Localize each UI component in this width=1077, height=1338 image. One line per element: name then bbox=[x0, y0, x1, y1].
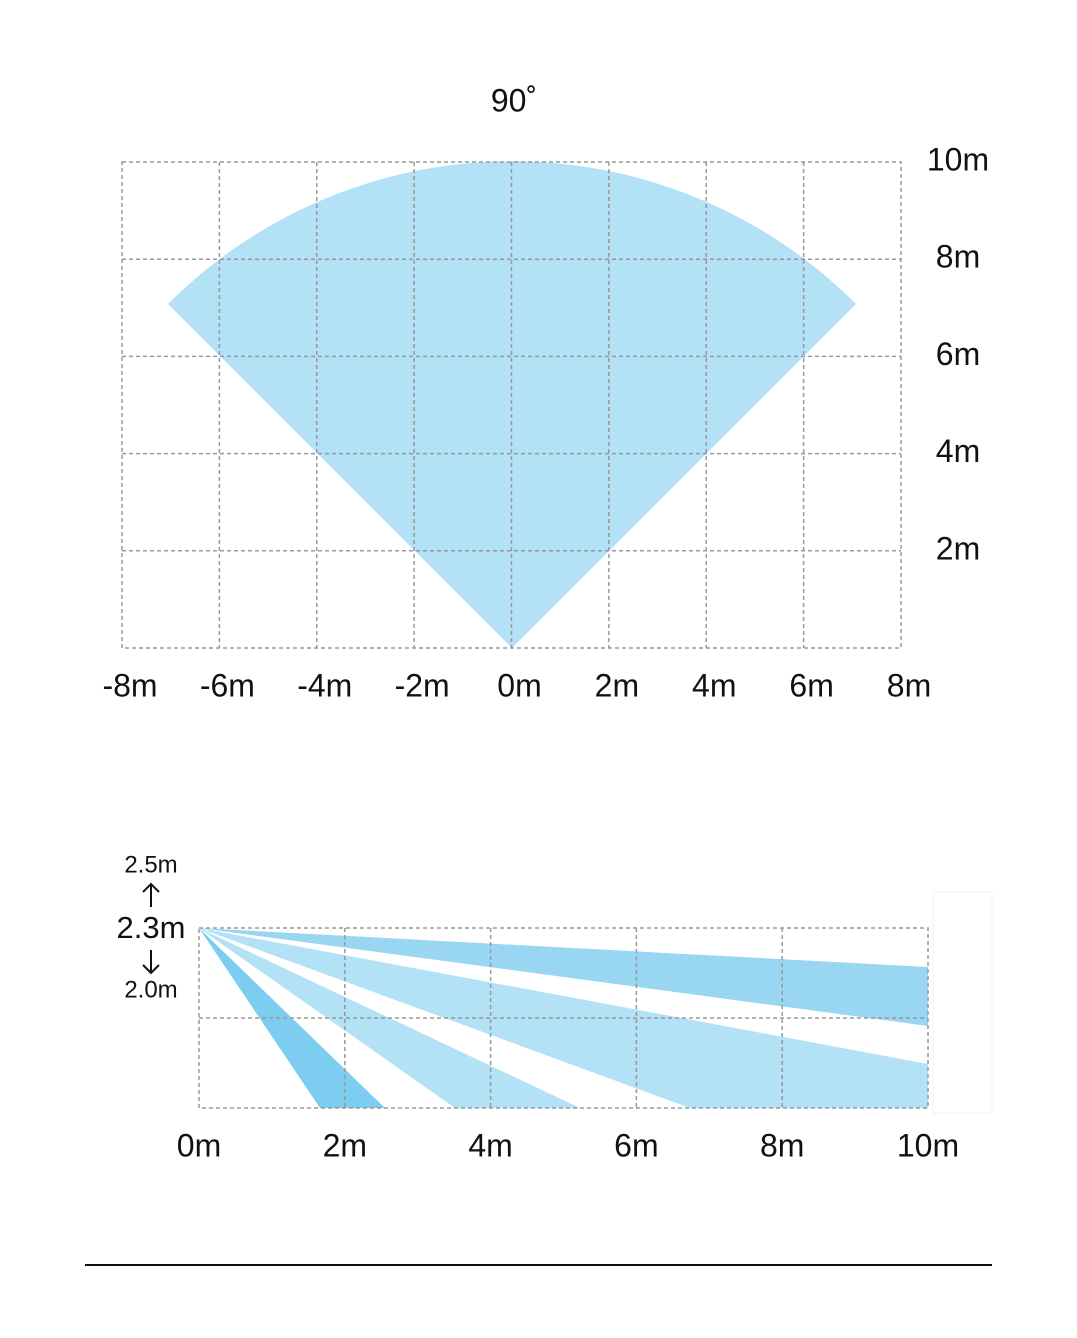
x-label: -4m bbox=[297, 667, 352, 703]
x-label: 4m bbox=[692, 667, 736, 703]
x-label: 4m bbox=[468, 1127, 512, 1163]
beam bbox=[199, 928, 928, 1026]
x-label: -6m bbox=[200, 667, 255, 703]
grid bbox=[121, 161, 902, 649]
arrow-up bbox=[142, 882, 160, 907]
x-label: 6m bbox=[789, 667, 833, 703]
x-label: -8m bbox=[102, 667, 157, 703]
x-label: 10m bbox=[897, 1127, 959, 1163]
coverage-sector bbox=[168, 161, 856, 648]
side-view: 2.5m 2.3m 2.0m 0m 2m 4m 6m 8m 10m bbox=[117, 851, 993, 1163]
y-label: 2m bbox=[936, 530, 980, 566]
height-default: 2.3m bbox=[117, 910, 186, 945]
top-view: 90˚ -8m -6m -4m -2m 0m 2m 4m 6m 8m 10m 8m 6m 4m 2m bbox=[102, 82, 989, 703]
y-label: 4m bbox=[936, 433, 980, 469]
y-label: 10m bbox=[927, 141, 989, 177]
height-min: 2.0m bbox=[124, 976, 177, 1003]
arrow-down bbox=[142, 950, 160, 975]
x-label: -2m bbox=[395, 667, 450, 703]
x-label: 2m bbox=[595, 667, 639, 703]
x-label: 6m bbox=[614, 1127, 658, 1163]
y-label: 6m bbox=[936, 336, 980, 372]
panel-edge bbox=[932, 891, 993, 1114]
x-label: 8m bbox=[887, 667, 931, 703]
x-label: 8m bbox=[760, 1127, 804, 1163]
x-label: 2m bbox=[323, 1127, 367, 1163]
height-max: 2.5m bbox=[124, 851, 177, 878]
angle-label: 90˚ bbox=[491, 82, 537, 118]
y-label: 8m bbox=[936, 239, 980, 275]
x-label: 0m bbox=[497, 667, 541, 703]
grid bbox=[198, 927, 929, 1109]
x-label: 0m bbox=[177, 1127, 221, 1163]
